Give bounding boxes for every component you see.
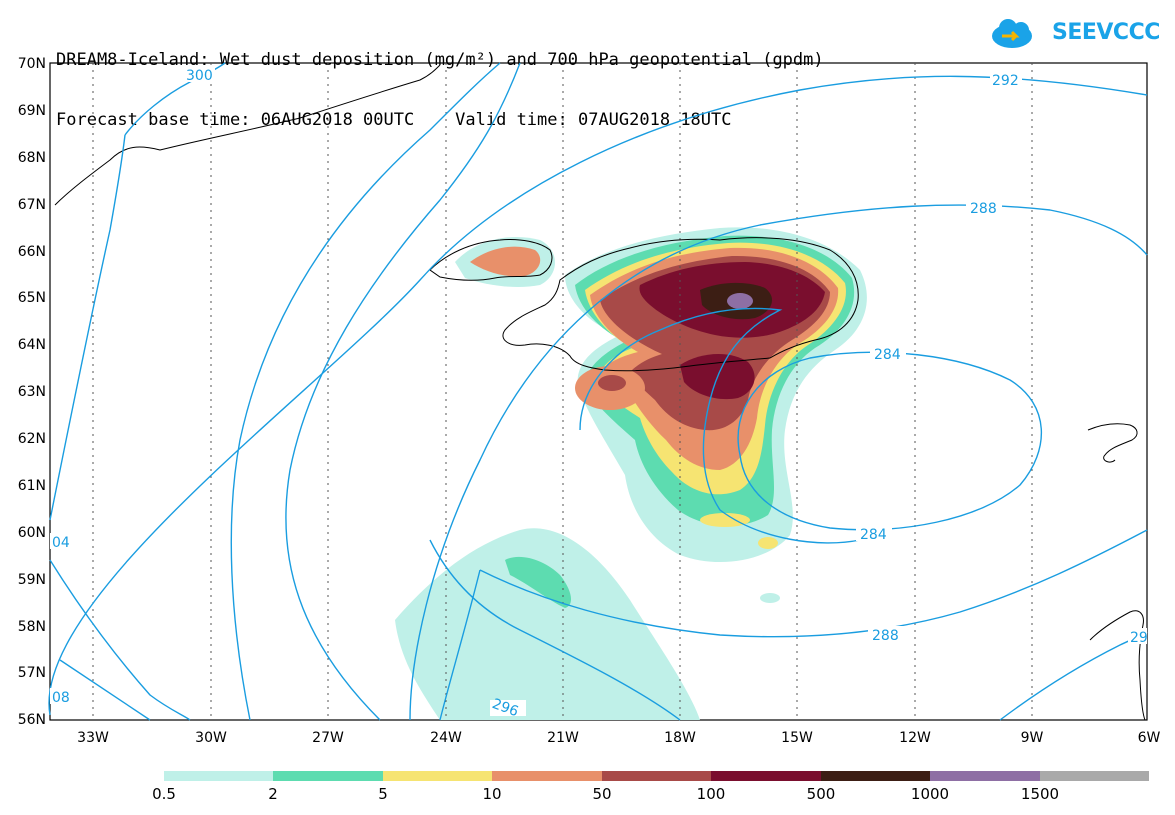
dust-westfjords-inner: [470, 246, 541, 277]
lon-label: 33W: [77, 730, 109, 746]
lat-label: 67N: [18, 197, 46, 213]
legend-swatch-7: [930, 771, 1040, 781]
coast-iceland: [502, 237, 859, 372]
lon-label: 6W: [1138, 730, 1161, 746]
lon-label: 9W: [1021, 730, 1044, 746]
contour-292: [48, 75, 1148, 716]
lat-label: 62N: [18, 431, 46, 447]
seevccc-logo: [992, 19, 1032, 48]
contour-288-left: [439, 569, 481, 721]
legend-swatch-1: [273, 771, 383, 781]
lon-label: 12W: [899, 730, 931, 746]
contour-300-left: [49, 134, 126, 521]
dust-plume-southwest: [395, 528, 700, 720]
contour-label-288-bottom: 288: [872, 628, 899, 644]
lat-label: 58N: [18, 619, 46, 635]
contour-296: [230, 62, 501, 721]
latitude-labels: 70N 69N 68N 67N 66N 65N 64N 63N 62N 61N …: [18, 56, 46, 728]
contour-southwest: [59, 659, 151, 721]
contour-label-308: 08: [52, 690, 70, 706]
lon-label: 30W: [195, 730, 227, 746]
coast-faroes: [1087, 423, 1138, 463]
contour-label-300: 300: [186, 68, 213, 84]
dust-patch-southwest: [505, 556, 572, 608]
contour-296-b: [285, 62, 521, 721]
contour-label-292: 292: [992, 73, 1019, 89]
contour-304: [49, 559, 191, 721]
legend-swatch-4: [601, 771, 712, 781]
legend-label: 10: [482, 785, 502, 803]
contour-label-284-bottom: 284: [860, 527, 887, 543]
lon-label: 27W: [312, 730, 344, 746]
legend-label: 1000: [910, 785, 950, 803]
dust-blob-south-2: [758, 537, 778, 549]
legend-label: 100: [696, 785, 726, 803]
legend-label: 2: [268, 785, 278, 803]
legend-swatch-6: [820, 771, 931, 781]
title-line-1: DREAM8-Iceland: Wet dust deposition (mg/…: [56, 50, 824, 70]
lon-label: 21W: [547, 730, 579, 746]
legend-label: 50: [592, 785, 612, 803]
lat-label: 64N: [18, 337, 46, 353]
dust-field-purple: [727, 293, 753, 309]
lon-label: 18W: [664, 730, 696, 746]
contour-292-southeast: [999, 631, 1148, 721]
contour-284: [737, 351, 1042, 531]
coast-greenland: [54, 64, 441, 206]
lat-label: 70N: [18, 56, 46, 72]
lat-label: 66N: [18, 244, 46, 260]
contour-label-29-edge: 29: [1130, 630, 1148, 646]
legend-swatch-2: [382, 771, 493, 781]
lat-label: 63N: [18, 384, 46, 400]
color-legend: [164, 771, 1149, 781]
longitude-labels: 33W 30W 27W 24W 21W 18W 15W 12W 9W 6W: [77, 730, 1160, 746]
legend-swatch-0: [164, 771, 274, 781]
geopotential-contours: [48, 62, 1148, 721]
dust-blob-south-1: [700, 513, 750, 527]
legend-label: 1500: [1020, 785, 1060, 803]
lat-label: 57N: [18, 665, 46, 681]
contour-labels: 300 292 288 284 284 288 296 04 08 29: [50, 66, 1148, 720]
lat-label: 69N: [18, 103, 46, 119]
lat-label: 65N: [18, 290, 46, 306]
lat-label: 59N: [18, 572, 46, 588]
dust-deposition-field: [395, 227, 867, 720]
legend-swatch-5: [711, 771, 821, 781]
contour-label-304: 04: [52, 535, 70, 551]
coastlines: [54, 64, 1146, 721]
legend-label: 0.5: [152, 785, 176, 803]
legend-label: 5: [378, 785, 388, 803]
cloud-icon: [992, 19, 1032, 48]
lat-label: 56N: [18, 712, 46, 728]
lon-label: 15W: [781, 730, 813, 746]
lat-label: 68N: [18, 150, 46, 166]
lat-label: 60N: [18, 525, 46, 541]
legend-swatch-8: [1039, 771, 1149, 781]
grid-lines: [92, 63, 1033, 720]
legend-label: 500: [806, 785, 836, 803]
coast-scotland: [1089, 610, 1146, 721]
contour-label-284-top: 284: [874, 347, 901, 363]
contour-284-outer: [579, 307, 861, 544]
dust-blob-south-3: [760, 593, 780, 603]
legend-swatch-3: [492, 771, 602, 781]
contour-296-far: [429, 539, 681, 721]
coast-westfjords: [429, 239, 553, 281]
contour-288-south: [479, 529, 1148, 638]
dust-blob-reykjanes-inner: [598, 375, 626, 391]
title-line-2: Forecast base time: 06AUG2018 00UTC Vali…: [56, 110, 732, 130]
map-title: DREAM8-Iceland: Wet dust deposition (mg/…: [56, 10, 824, 150]
logo-text: SEEVCCC: [1052, 20, 1160, 45]
lon-label: 24W: [430, 730, 462, 746]
lat-label: 61N: [18, 478, 46, 494]
contour-label-288-top: 288: [970, 201, 997, 217]
